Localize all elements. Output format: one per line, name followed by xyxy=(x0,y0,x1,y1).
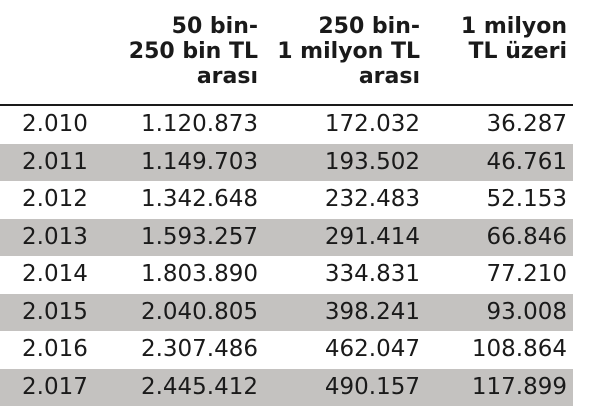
value-cell-over-1m: 36.287 xyxy=(487,106,567,144)
year-cell: 2.011 xyxy=(22,144,88,182)
header-over-1m: 1 milyon TL üzeri xyxy=(461,14,567,64)
year-cell: 2.014 xyxy=(22,256,88,294)
data-table: 50 bin- 250 bin TL arası 250 bin- 1 mily… xyxy=(0,0,573,406)
table-row: 2.015 2.040.805 398.241 93.008 xyxy=(0,294,573,332)
table-row: 2.014 1.803.890 334.831 77.210 xyxy=(0,256,573,294)
year-cell: 2.015 xyxy=(22,294,88,332)
value-cell-over-1m: 93.008 xyxy=(487,294,567,332)
table-row: 2.017 2.445.412 490.157 117.899 xyxy=(0,369,573,406)
value-cell-50k-250k: 2.040.805 xyxy=(141,294,258,332)
value-cell-over-1m: 52.153 xyxy=(487,181,567,219)
year-cell: 2.016 xyxy=(22,331,88,369)
table-row: 2.012 1.342.648 232.483 52.153 xyxy=(0,181,573,219)
value-cell-over-1m: 46.761 xyxy=(487,144,567,182)
value-cell-250k-1m: 193.502 xyxy=(325,144,420,182)
value-cell-250k-1m: 334.831 xyxy=(325,256,420,294)
value-cell-250k-1m: 490.157 xyxy=(325,369,420,406)
year-cell: 2.013 xyxy=(22,219,88,257)
value-cell-over-1m: 117.899 xyxy=(472,369,567,406)
header-50k-250k: 50 bin- 250 bin TL arası xyxy=(129,14,258,89)
value-cell-over-1m: 77.210 xyxy=(487,256,567,294)
value-cell-over-1m: 108.864 xyxy=(472,331,567,369)
table-row: 2.010 1.120.873 172.032 36.287 xyxy=(0,106,573,144)
value-cell-250k-1m: 232.483 xyxy=(325,181,420,219)
value-cell-50k-250k: 1.120.873 xyxy=(141,106,258,144)
value-cell-50k-250k: 2.445.412 xyxy=(141,369,258,406)
value-cell-over-1m: 66.846 xyxy=(487,219,567,257)
value-cell-250k-1m: 398.241 xyxy=(325,294,420,332)
value-cell-250k-1m: 291.414 xyxy=(325,219,420,257)
table-row: 2.013 1.593.257 291.414 66.846 xyxy=(0,219,573,257)
value-cell-50k-250k: 1.593.257 xyxy=(141,219,258,257)
table-header: 50 bin- 250 bin TL arası 250 bin- 1 mily… xyxy=(0,0,573,106)
table-row: 2.016 2.307.486 462.047 108.864 xyxy=(0,331,573,369)
value-cell-50k-250k: 2.307.486 xyxy=(141,331,258,369)
table-row: 2.011 1.149.703 193.502 46.761 xyxy=(0,144,573,182)
value-cell-250k-1m: 172.032 xyxy=(325,106,420,144)
year-cell: 2.012 xyxy=(22,181,88,219)
value-cell-250k-1m: 462.047 xyxy=(325,331,420,369)
year-cell: 2.010 xyxy=(22,106,88,144)
table-body: 2.010 1.120.873 172.032 36.287 2.011 1.1… xyxy=(0,106,573,406)
value-cell-50k-250k: 1.803.890 xyxy=(141,256,258,294)
value-cell-50k-250k: 1.342.648 xyxy=(141,181,258,219)
value-cell-50k-250k: 1.149.703 xyxy=(141,144,258,182)
year-cell: 2.017 xyxy=(22,369,88,406)
header-250k-1m: 250 bin- 1 milyon TL arası xyxy=(277,14,420,89)
